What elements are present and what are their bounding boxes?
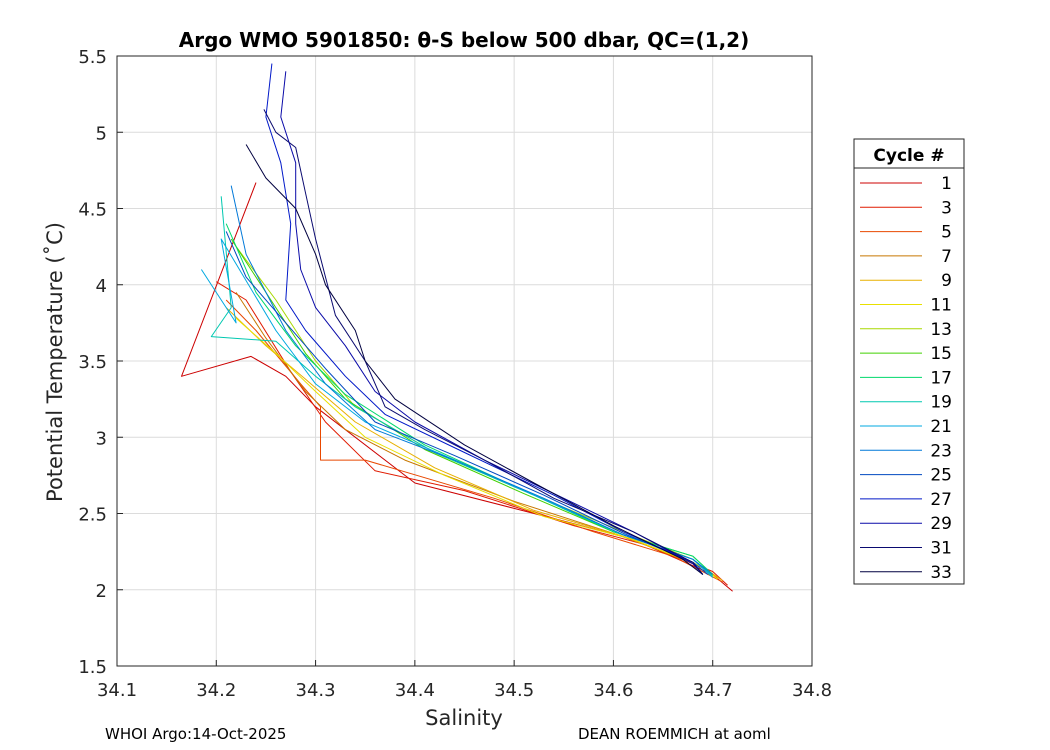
y-tick-label: 4 xyxy=(96,276,107,297)
legend-label-cycle-19: 19 xyxy=(930,393,952,413)
legend-label-cycle-3: 3 xyxy=(941,198,952,218)
legend-label-cycle-25: 25 xyxy=(930,466,952,486)
x-tick-label: 34.6 xyxy=(593,680,633,701)
y-tick-label: 2 xyxy=(96,581,107,602)
series-line-cycle-5 xyxy=(225,299,723,583)
legend-label-cycle-17: 17 xyxy=(930,368,952,388)
series-line-cycle-17 xyxy=(225,223,714,575)
legend-label-cycle-11: 11 xyxy=(930,296,952,316)
x-tick-label: 34.5 xyxy=(494,680,534,701)
legend-label-cycle-23: 23 xyxy=(930,441,952,461)
x-tick-label: 34.4 xyxy=(395,680,435,701)
x-tick-label: 34.3 xyxy=(296,680,336,701)
y-tick-label: 1.5 xyxy=(78,657,107,678)
series-line-cycle-1 xyxy=(181,182,733,592)
legend-label-cycle-1: 1 xyxy=(941,174,952,194)
x-axis-label: Salinity xyxy=(425,706,503,730)
x-tick-label: 34.8 xyxy=(792,680,832,701)
x-tick-label: 34.2 xyxy=(196,680,236,701)
footer-credit: WHOI Argo:14-Oct-2025 xyxy=(105,725,287,743)
legend-label-cycle-29: 29 xyxy=(930,514,952,534)
legend-label-cycle-31: 31 xyxy=(930,539,952,559)
legend-label-cycle-15: 15 xyxy=(930,344,952,364)
series-line-cycle-33 xyxy=(245,144,704,575)
y-tick-label: 2.5 xyxy=(78,505,107,526)
legend-label-cycle-21: 21 xyxy=(930,417,952,437)
legend-label-cycle-27: 27 xyxy=(930,490,952,510)
y-axis-label: Potential Temperature (˚C) xyxy=(43,222,67,502)
legend-title: Cycle # xyxy=(873,146,944,166)
y-axis: 1.5 2 2.5 3 3.5 4 4.5 5 5.5 xyxy=(78,47,123,678)
y-tick-label: 3 xyxy=(96,428,107,449)
y-tick-label: 5 xyxy=(96,123,107,144)
x-tick-label: 34.7 xyxy=(693,680,733,701)
legend-label-cycle-13: 13 xyxy=(930,320,952,340)
series-line-cycle-31 xyxy=(263,109,704,575)
footer-operator: DEAN ROEMMICH at aoml xyxy=(578,725,771,743)
legend-box xyxy=(853,138,965,585)
x-axis: 34.1 34.2 34.3 34.4 34.5 34.6 34.7 34.8 xyxy=(97,660,832,701)
y-tick-label: 5.5 xyxy=(78,47,107,68)
legend-label-cycle-9: 9 xyxy=(941,271,952,291)
series-layer xyxy=(181,63,733,592)
series-line-cycle-27 xyxy=(265,63,704,575)
chart-title: Argo WMO 5901850: θ-S below 500 dbar, QC… xyxy=(179,28,749,52)
legend-label-cycle-33: 33 xyxy=(930,563,952,583)
y-tick-label: 3.5 xyxy=(78,352,107,373)
series-line-cycle-29 xyxy=(280,71,704,575)
legend-label-cycle-5: 5 xyxy=(941,223,952,243)
y-tick-label: 4.5 xyxy=(78,200,107,221)
legend-label-cycle-7: 7 xyxy=(941,247,952,267)
x-tick-label: 34.1 xyxy=(97,680,137,701)
